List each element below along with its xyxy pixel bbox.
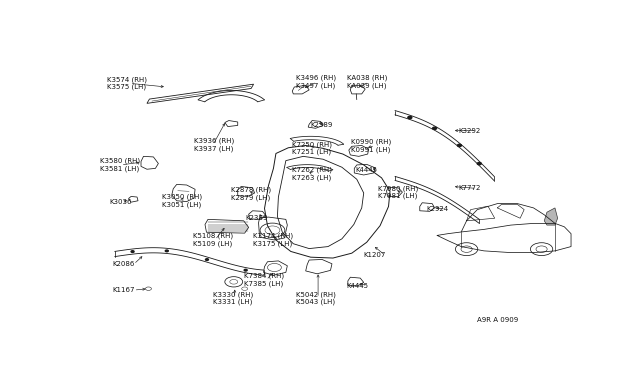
Text: K3936 (RH)
K3937 (LH): K3936 (RH) K3937 (LH) <box>194 138 234 152</box>
Text: K3292: K3292 <box>458 128 480 134</box>
Text: K1207: K1207 <box>364 252 386 258</box>
Circle shape <box>165 250 168 252</box>
Circle shape <box>458 144 461 147</box>
Circle shape <box>433 127 436 129</box>
Text: K7772: K7772 <box>458 185 481 192</box>
Text: KA038 (RH)
KA039 (LH): KA038 (RH) KA039 (LH) <box>347 75 387 89</box>
Text: K3496 (RH)
K3497 (LH): K3496 (RH) K3497 (LH) <box>296 75 336 89</box>
Text: A9R A 0909: A9R A 0909 <box>477 317 518 323</box>
Text: K5108 (RH)
K5109 (LH): K5108 (RH) K5109 (LH) <box>193 233 233 247</box>
Text: K0990 (RH)
K0991 (LH): K0990 (RH) K0991 (LH) <box>351 138 391 153</box>
Circle shape <box>244 269 247 271</box>
Circle shape <box>408 116 412 119</box>
Circle shape <box>205 259 209 260</box>
Text: K3036: K3036 <box>110 199 132 205</box>
Text: K7262 (RH)
K7263 (LH): K7262 (RH) K7263 (LH) <box>292 167 332 181</box>
Text: K7384 (RH)
K7385 (LH): K7384 (RH) K7385 (LH) <box>244 273 284 287</box>
Text: K2086: K2086 <box>112 262 134 267</box>
Circle shape <box>131 251 134 253</box>
Text: K3174 (RH)
K3175 (LH): K3174 (RH) K3175 (LH) <box>253 233 292 247</box>
Text: K2878 (RH)
K2879 (LH): K2878 (RH) K2879 (LH) <box>231 186 271 201</box>
Text: K2389: K2389 <box>245 215 268 221</box>
Text: K4445: K4445 <box>347 283 369 289</box>
Text: K7250 (RH)
K7251 (LH): K7250 (RH) K7251 (LH) <box>292 141 332 155</box>
Text: K3574 (RH)
K3575 (LH): K3574 (RH) K3575 (LH) <box>108 76 147 90</box>
Circle shape <box>477 163 481 165</box>
Polygon shape <box>544 208 557 225</box>
Text: K3580 (RH)
K3581 (LH): K3580 (RH) K3581 (LH) <box>100 158 140 172</box>
Text: K2389: K2389 <box>310 122 333 128</box>
Text: K4445: K4445 <box>355 167 378 173</box>
Text: K3330 (RH)
K3331 (LH): K3330 (RH) K3331 (LH) <box>213 291 253 305</box>
Text: K2924: K2924 <box>426 206 449 212</box>
Text: K5042 (RH)
K5043 (LH): K5042 (RH) K5043 (LH) <box>296 291 336 305</box>
Text: K7980 (RH)
K7981 (LH): K7980 (RH) K7981 (LH) <box>378 185 418 199</box>
Text: K1167: K1167 <box>112 287 135 293</box>
Text: K3050 (RH)
K3051 (LH): K3050 (RH) K3051 (LH) <box>162 193 202 208</box>
